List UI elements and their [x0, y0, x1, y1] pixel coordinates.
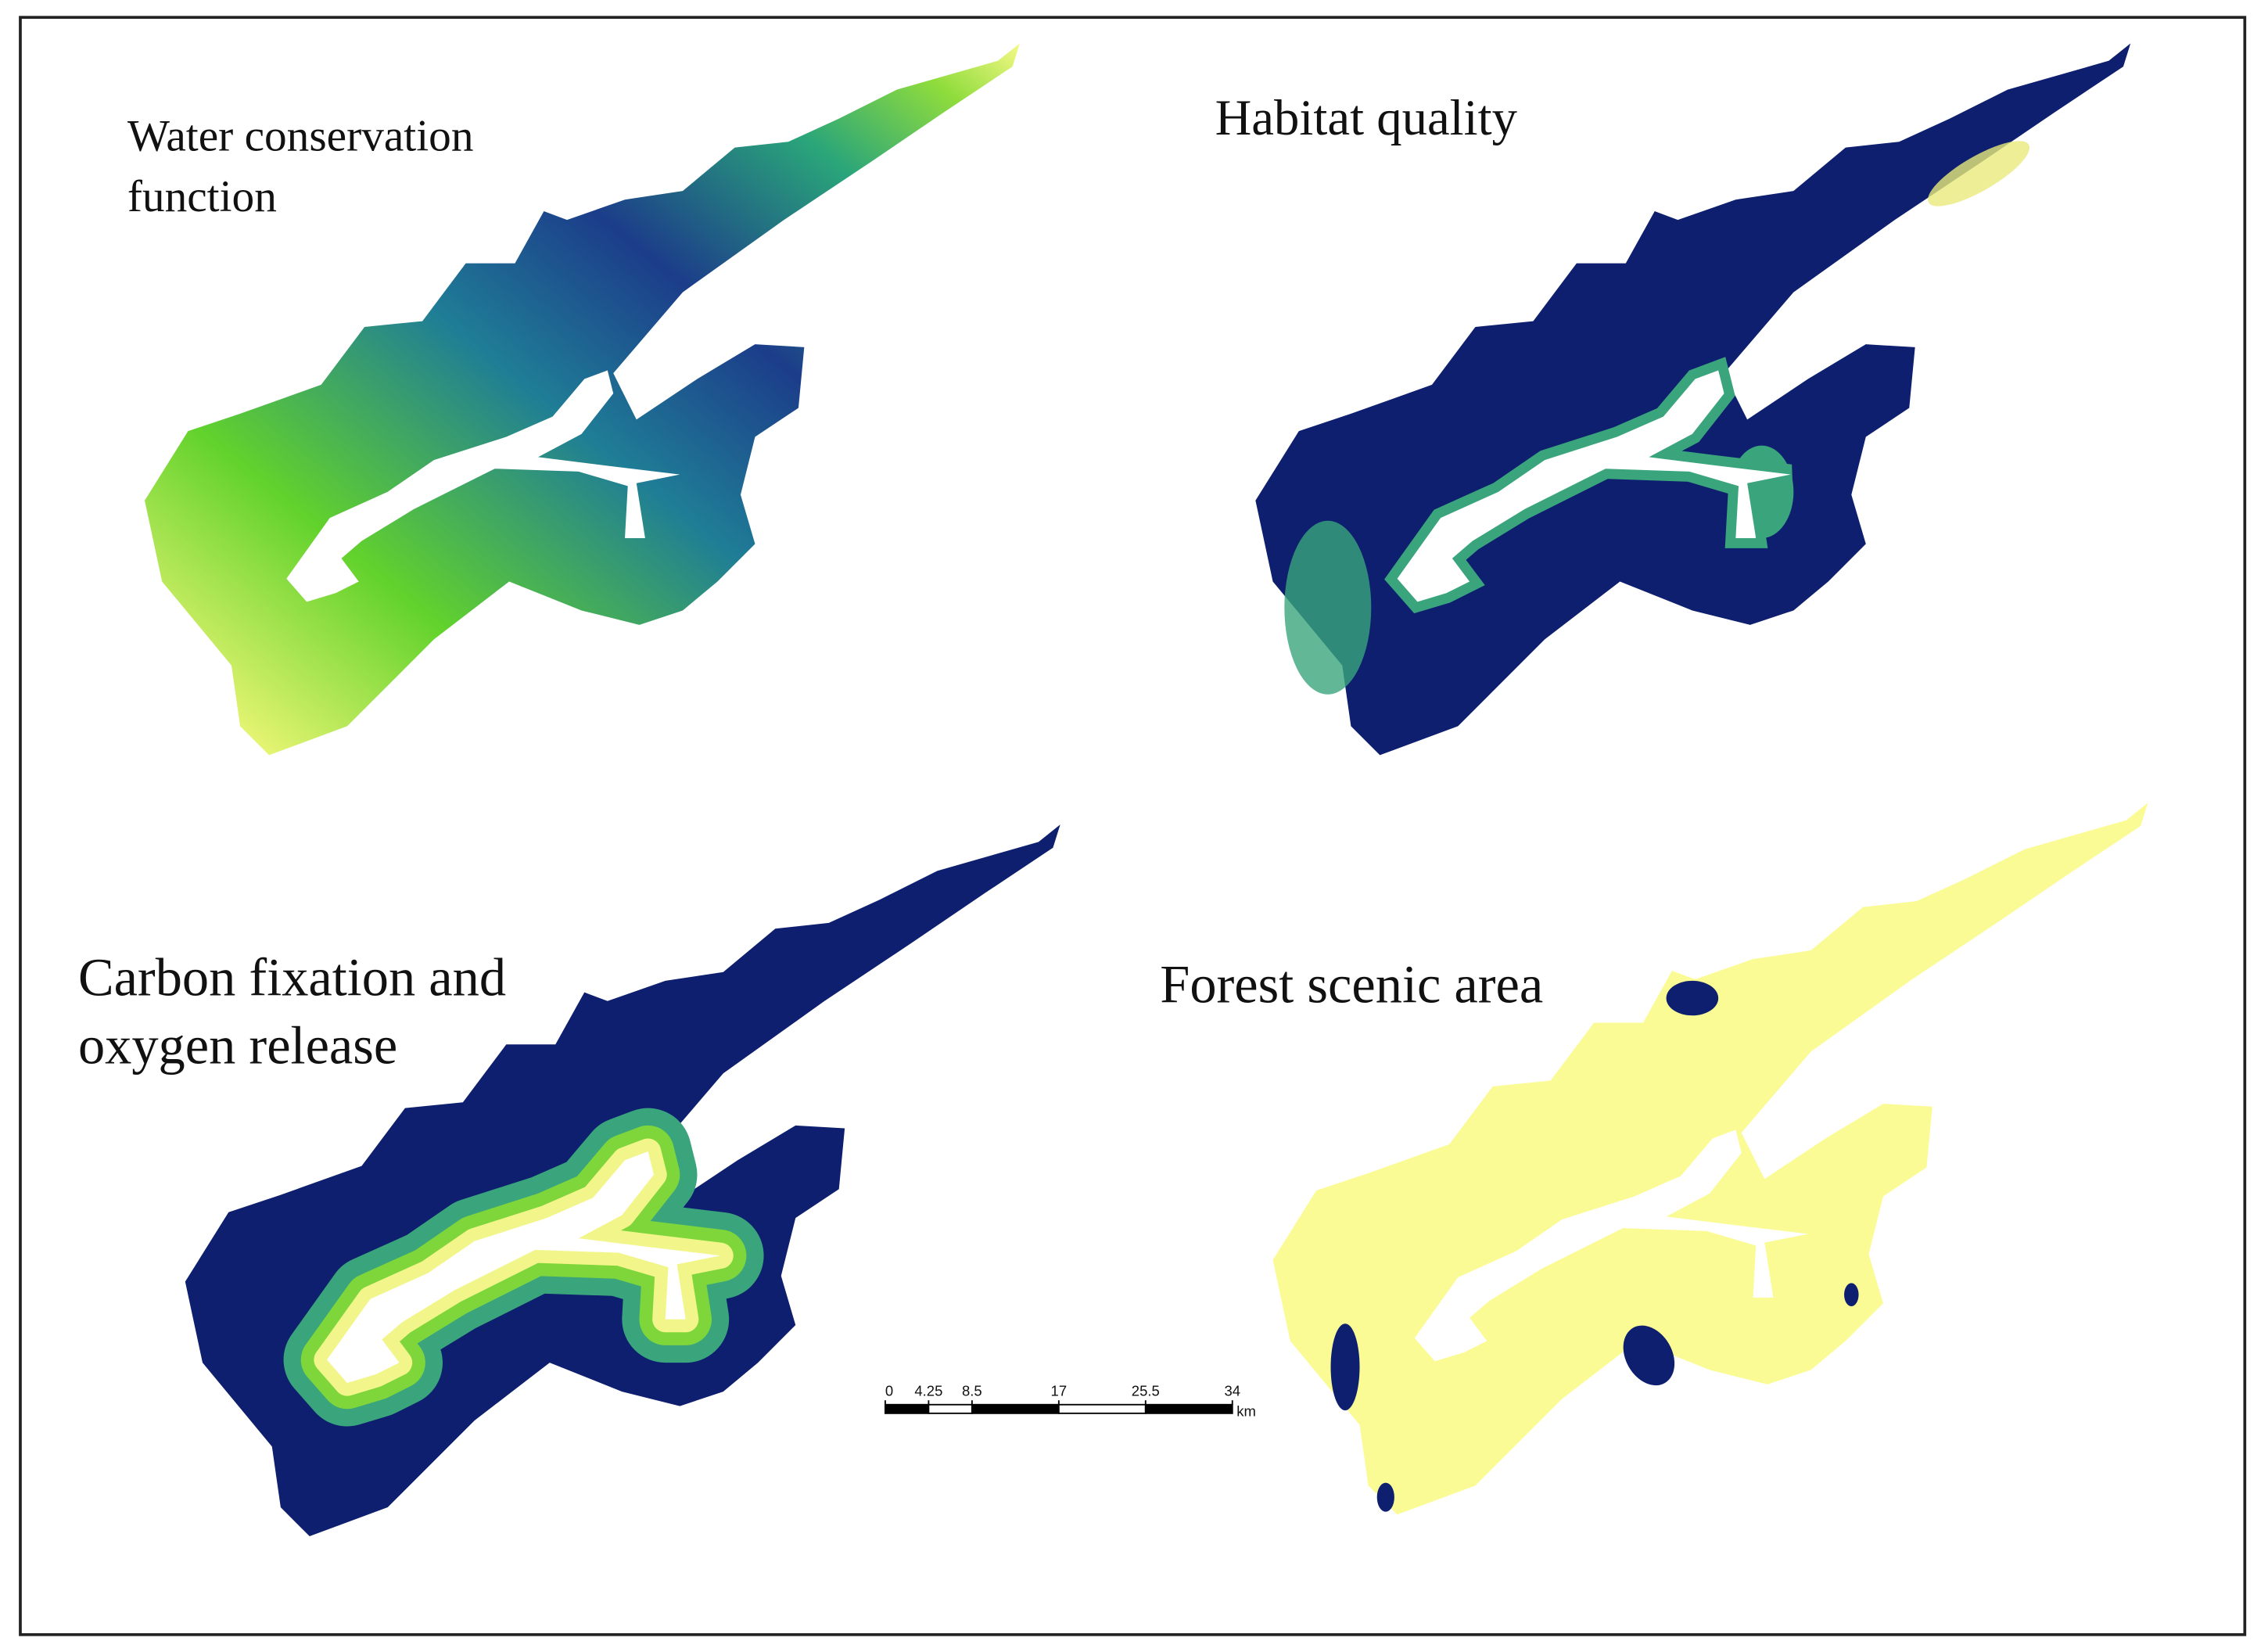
scale-bar: 0 4.25 8.5 17 25.5 34 km — [884, 1383, 1256, 1420]
scale-tick-label: 4.25 — [914, 1383, 942, 1399]
panel-title: Water conservation function — [127, 111, 485, 221]
scale-segment — [1057, 1403, 1147, 1414]
scale-tick-label: 8.5 — [962, 1383, 982, 1399]
scale-segment — [928, 1403, 973, 1414]
scale-tick-label: 17 — [1051, 1383, 1068, 1399]
frame-border — [19, 16, 2247, 1636]
title-line: Carbon fixation and — [78, 947, 506, 1007]
title-line: function — [127, 172, 277, 221]
scale-unit: km — [1236, 1403, 1256, 1420]
scale-segment — [971, 1403, 1060, 1414]
scale-segment — [1144, 1403, 1233, 1414]
title-line: Forest scenic area — [1160, 955, 1543, 1015]
title-line: Habitat quality — [1215, 89, 1518, 145]
scale-tick-label: 0 — [885, 1383, 893, 1399]
map-forest-scenic — [1272, 803, 2148, 1515]
scale-tick-label: 25.5 — [1132, 1383, 1160, 1399]
scale-segment — [884, 1403, 930, 1414]
map-carbon-fixation — [185, 824, 1060, 1537]
scale-tick-label: 34 — [1224, 1383, 1240, 1399]
panel-title: Forest scenic area — [1160, 955, 1543, 1015]
title-line: Water conservation — [127, 111, 474, 160]
title-line: oxygen release — [78, 1015, 397, 1075]
panel-title: Habitat quality — [1215, 89, 1518, 145]
map-habitat-quality — [1255, 43, 2131, 756]
panel-title: Carbon fixation and oxygen release — [78, 947, 519, 1075]
